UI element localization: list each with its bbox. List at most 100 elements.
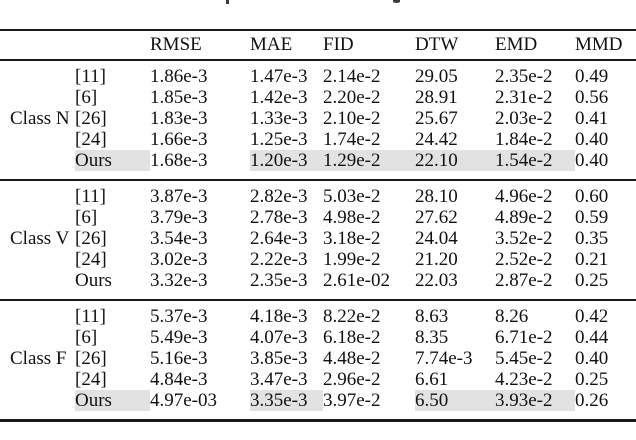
value-cell-highlighted: 1.29e-2 (323, 150, 415, 171)
group-spacer (0, 171, 636, 180)
value-cell: 0.42 (575, 306, 609, 327)
value-cell: 6.61 (415, 369, 449, 390)
value-cell: 2.31e-2 (495, 87, 553, 108)
value-cell: 0.25 (575, 369, 609, 390)
value-cell: 5.45e-2 (495, 348, 553, 369)
value-cell: 3.02e-3 (150, 249, 208, 270)
value-cell: 4.23e-2 (495, 369, 553, 390)
value-cell: 28.10 (415, 186, 458, 207)
value-cell: 29.05 (415, 66, 458, 87)
method-cell: [11] (75, 186, 106, 207)
value-cell: 0.41 (575, 108, 609, 129)
value-cell: 4.97e-03 (150, 390, 218, 411)
value-cell: 25.67 (415, 108, 458, 129)
value-cell: 4.89e-2 (495, 207, 553, 228)
value-cell: 7.74e-3 (415, 348, 473, 369)
value-cell: 0.21 (575, 249, 609, 270)
value-cell: 2.96e-2 (323, 369, 381, 390)
method-cell: [24] (75, 369, 107, 390)
value-cell: 5.37e-3 (150, 306, 208, 327)
value-cell: 2.14e-2 (323, 66, 381, 87)
value-cell: 6.18e-2 (323, 327, 381, 348)
method-cell: Ours (75, 390, 150, 411)
value-cell: 27.62 (415, 207, 458, 228)
value-cell: 0.49 (575, 66, 609, 87)
value-cell: 3.47e-3 (250, 369, 308, 390)
value-cell: 0.25 (575, 270, 609, 291)
table-row: [6] 1.85e-3 1.42e-3 2.20e-2 28.91 2.31e-… (0, 87, 636, 108)
value-cell: 0.60 (575, 186, 609, 207)
results-table: RMSE MAE FID DTW EMD MMD Class N [11] 1.… (0, 29, 636, 422)
value-cell: 1.66e-3 (150, 129, 208, 150)
value-cell-highlighted: 6.50 (415, 390, 495, 411)
value-cell: 5.03e-2 (323, 186, 381, 207)
corner-blank (0, 30, 75, 61)
value-cell: 6.71e-2 (495, 327, 553, 348)
method-cell: [26] (75, 108, 107, 129)
value-cell: 2.03e-2 (495, 108, 553, 129)
value-cell: 1.33e-3 (250, 108, 308, 129)
table-row: Class V [11] 3.87e-3 2.82e-3 5.03e-2 28.… (0, 186, 636, 249)
value-cell: 5.16e-3 (150, 348, 208, 369)
col-header-dtw: DTW (415, 30, 495, 61)
value-cell: 1.86e-3 (150, 66, 208, 87)
value-cell: 24.04 (415, 228, 458, 249)
value-cell: 24.42 (415, 129, 458, 150)
table-row-ours: Ours 3.32e-3 2.35e-3 2.61e-02 22.03 2.87… (0, 270, 636, 291)
value-cell: 1.83e-3 (150, 108, 208, 129)
method-cell: [26] (75, 228, 107, 249)
table-row: Class F [11] 5.37e-3 4.18e-3 8.22e-2 8.6… (0, 306, 636, 369)
value-cell: 8.22e-2 (323, 306, 381, 327)
value-cell: 2.35e-3 (250, 270, 308, 291)
col-header-rmse: RMSE (150, 30, 250, 61)
value-cell: 4.98e-2 (323, 207, 381, 228)
value-cell: 2.64e-3 (250, 228, 308, 249)
value-cell: 2.82e-3 (250, 186, 308, 207)
table-row: [24] 3.02e-3 2.22e-3 1.99e-2 21.20 2.52e… (0, 249, 636, 270)
group-class-n: Class N [11] 1.86e-3 1.47e-3 2.14e-2 29.… (0, 60, 636, 180)
method-cell: [26] (75, 348, 107, 369)
table-row: [26] 5.16e-3 3.85e-3 4.48e-2 7.74e-3 5.4… (0, 348, 636, 369)
group-label: Class N (10, 108, 70, 129)
value-cell: 3.79e-3 (150, 207, 208, 228)
method-cell: [6] (75, 327, 98, 348)
value-cell: 1.25e-3 (250, 129, 308, 150)
col-header-mae: MAE (250, 30, 323, 61)
value-cell: 2.35e-2 (495, 66, 553, 87)
value-cell: 0.35 (575, 228, 609, 249)
table-row: [6] 5.49e-3 4.07e-3 6.18e-2 8.35 6.71e-2… (0, 327, 636, 348)
value-cell: 3.85e-3 (250, 348, 308, 369)
table-row-ours: Ours 4.97e-03 3.35e-3 3.97e-2 6.50 3.93e… (0, 390, 636, 411)
col-header-mmd: MMD (575, 30, 636, 61)
header-row: RMSE MAE FID DTW EMD MMD (0, 30, 636, 61)
value-cell: 0.44 (575, 327, 609, 348)
value-cell: 1.84e-2 (495, 129, 553, 150)
table-row: Class N [11] 1.86e-3 1.47e-3 2.14e-2 29.… (0, 66, 636, 129)
value-cell-highlighted: 1.20e-3 (250, 150, 323, 171)
method-cell: [24] (75, 129, 107, 150)
value-cell: 8.35 (415, 327, 449, 348)
method-cell: [11] (75, 66, 106, 87)
value-cell: 5.49e-3 (150, 327, 208, 348)
corner-blank (75, 30, 150, 61)
value-cell: 1.42e-3 (250, 87, 308, 108)
table-header: RMSE MAE FID DTW EMD MMD (0, 30, 636, 61)
value-cell: 2.78e-3 (250, 207, 308, 228)
table-row: [24] 4.84e-3 3.47e-3 2.96e-2 6.61 4.23e-… (0, 369, 636, 390)
table-row: [6] 3.79e-3 2.78e-3 4.98e-2 27.62 4.89e-… (0, 207, 636, 228)
caption-descender-fragment (226, 0, 229, 4)
table-row: [26] 3.54e-3 2.64e-3 3.18e-2 24.04 3.52e… (0, 228, 636, 249)
group-spacer (0, 411, 636, 420)
value-cell: 3.18e-2 (323, 228, 381, 249)
value-cell: 4.48e-2 (323, 348, 381, 369)
value-cell: 3.52e-2 (495, 228, 553, 249)
value-cell: 0.40 (575, 348, 609, 369)
value-cell: 3.87e-3 (150, 186, 208, 207)
table-row-ours: Ours 1.68e-3 1.20e-3 1.29e-2 22.10 1.54e… (0, 150, 636, 171)
value-cell: 28.91 (415, 87, 458, 108)
value-cell: 21.20 (415, 249, 458, 270)
value-cell: 3.97e-2 (323, 390, 381, 411)
value-cell: 4.07e-3 (250, 327, 308, 348)
value-cell: 0.40 (575, 150, 609, 171)
